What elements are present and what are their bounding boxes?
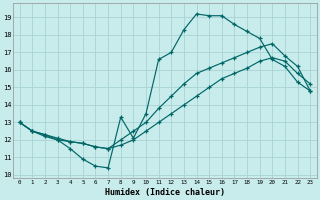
X-axis label: Humidex (Indice chaleur): Humidex (Indice chaleur): [105, 188, 225, 197]
